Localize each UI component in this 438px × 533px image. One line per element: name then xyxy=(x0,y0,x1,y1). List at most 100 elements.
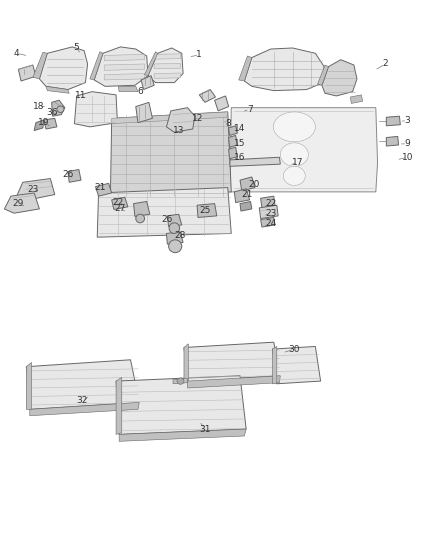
Polygon shape xyxy=(94,47,148,86)
Polygon shape xyxy=(136,102,152,123)
Text: 18: 18 xyxy=(33,102,44,111)
Text: 3: 3 xyxy=(404,117,410,125)
Polygon shape xyxy=(145,52,158,76)
Ellipse shape xyxy=(169,223,180,233)
Polygon shape xyxy=(34,120,44,131)
Text: 23: 23 xyxy=(265,209,276,217)
Polygon shape xyxy=(199,90,215,102)
Polygon shape xyxy=(18,65,36,81)
Polygon shape xyxy=(173,378,187,384)
Polygon shape xyxy=(154,73,180,78)
Polygon shape xyxy=(30,402,139,416)
Text: 31: 31 xyxy=(199,425,211,433)
Polygon shape xyxy=(230,108,378,192)
Polygon shape xyxy=(229,135,237,147)
Polygon shape xyxy=(110,112,231,198)
Polygon shape xyxy=(386,116,400,126)
Polygon shape xyxy=(261,196,275,208)
Ellipse shape xyxy=(57,106,64,112)
Text: 16: 16 xyxy=(234,153,246,161)
Polygon shape xyxy=(239,56,252,81)
Polygon shape xyxy=(244,48,324,91)
Polygon shape xyxy=(90,52,103,80)
Ellipse shape xyxy=(280,143,308,166)
Text: 27: 27 xyxy=(115,205,126,213)
Polygon shape xyxy=(272,346,277,384)
Text: 21: 21 xyxy=(94,183,106,192)
Text: 7: 7 xyxy=(247,105,253,114)
Ellipse shape xyxy=(283,166,305,185)
Text: 28: 28 xyxy=(175,231,186,240)
Polygon shape xyxy=(119,429,246,441)
Text: 30: 30 xyxy=(289,345,300,353)
Polygon shape xyxy=(17,179,55,200)
Polygon shape xyxy=(4,193,39,213)
Text: 21: 21 xyxy=(242,190,253,199)
Polygon shape xyxy=(229,147,237,159)
Polygon shape xyxy=(229,126,237,135)
Text: 22: 22 xyxy=(265,199,276,208)
Polygon shape xyxy=(322,60,357,96)
Text: 15: 15 xyxy=(234,140,246,148)
Ellipse shape xyxy=(273,112,315,142)
Polygon shape xyxy=(215,96,229,111)
Polygon shape xyxy=(112,197,128,209)
Polygon shape xyxy=(272,346,321,384)
Text: 2: 2 xyxy=(383,60,388,68)
Polygon shape xyxy=(104,54,145,61)
Polygon shape xyxy=(116,376,246,434)
Polygon shape xyxy=(134,201,150,216)
Polygon shape xyxy=(97,188,231,237)
Text: 22: 22 xyxy=(113,198,124,207)
Polygon shape xyxy=(112,112,228,124)
Text: 14: 14 xyxy=(234,125,246,133)
Text: 29: 29 xyxy=(13,199,24,208)
Polygon shape xyxy=(261,217,275,227)
Text: 19: 19 xyxy=(38,118,49,127)
Polygon shape xyxy=(350,95,363,103)
Polygon shape xyxy=(74,92,117,127)
Text: 6: 6 xyxy=(137,87,143,96)
Polygon shape xyxy=(95,183,112,196)
Text: 24: 24 xyxy=(265,220,276,228)
Polygon shape xyxy=(141,76,154,90)
Polygon shape xyxy=(167,214,182,227)
Text: 1: 1 xyxy=(196,51,202,59)
Ellipse shape xyxy=(136,214,145,223)
Polygon shape xyxy=(104,74,145,80)
Polygon shape xyxy=(154,63,180,69)
Text: 4: 4 xyxy=(14,49,19,58)
Text: 8: 8 xyxy=(225,119,231,128)
Polygon shape xyxy=(234,189,250,203)
Polygon shape xyxy=(187,376,280,388)
Text: 25: 25 xyxy=(199,206,211,215)
Text: 26: 26 xyxy=(162,215,173,224)
Text: 11: 11 xyxy=(75,92,87,100)
Polygon shape xyxy=(166,108,195,132)
Text: 17: 17 xyxy=(292,158,304,167)
Text: 9: 9 xyxy=(404,140,410,148)
Text: 23: 23 xyxy=(27,185,39,193)
Polygon shape xyxy=(166,232,183,244)
Polygon shape xyxy=(230,157,280,166)
Polygon shape xyxy=(104,64,145,70)
Polygon shape xyxy=(240,201,252,211)
Polygon shape xyxy=(26,362,32,409)
Ellipse shape xyxy=(177,378,184,384)
Polygon shape xyxy=(26,360,139,409)
Ellipse shape xyxy=(169,240,182,253)
Polygon shape xyxy=(386,136,399,146)
Polygon shape xyxy=(184,342,280,381)
Polygon shape xyxy=(116,377,122,434)
Text: 12: 12 xyxy=(192,114,204,123)
Polygon shape xyxy=(68,169,81,182)
Text: 13: 13 xyxy=(173,126,184,135)
Text: 36: 36 xyxy=(46,109,57,117)
Polygon shape xyxy=(154,54,180,59)
Polygon shape xyxy=(259,205,278,219)
Text: 10: 10 xyxy=(402,153,413,161)
Text: 5: 5 xyxy=(74,44,80,52)
Polygon shape xyxy=(52,100,65,116)
Polygon shape xyxy=(46,86,69,93)
Text: 20: 20 xyxy=(248,181,260,189)
